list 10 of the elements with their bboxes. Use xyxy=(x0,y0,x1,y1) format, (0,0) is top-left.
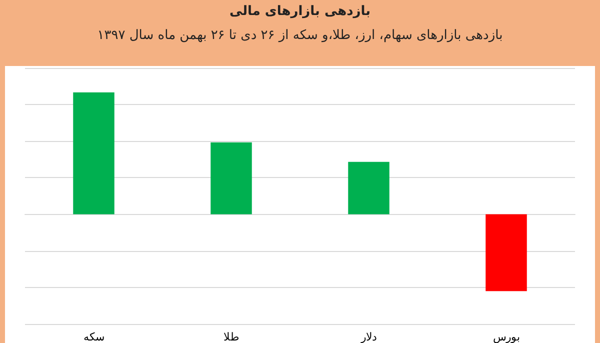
chart-title: بازدهی بازارهای مالی xyxy=(228,4,372,19)
x-tick-label: دلار xyxy=(360,332,377,343)
chart-subtitle: بازدهی بازارهای سهام، ارز، طلا،و سکه از ۲۶ دی تا ۲۶ بهمن ماه سال ۱۳۹۷ xyxy=(96,28,504,43)
x-tick-label: طلا xyxy=(223,332,240,343)
bar xyxy=(486,214,527,292)
x-tick-label: سکه xyxy=(83,332,104,343)
x-tick-label: بورس xyxy=(492,332,520,343)
bar xyxy=(210,142,252,214)
bar xyxy=(73,92,114,214)
bar xyxy=(348,162,390,214)
